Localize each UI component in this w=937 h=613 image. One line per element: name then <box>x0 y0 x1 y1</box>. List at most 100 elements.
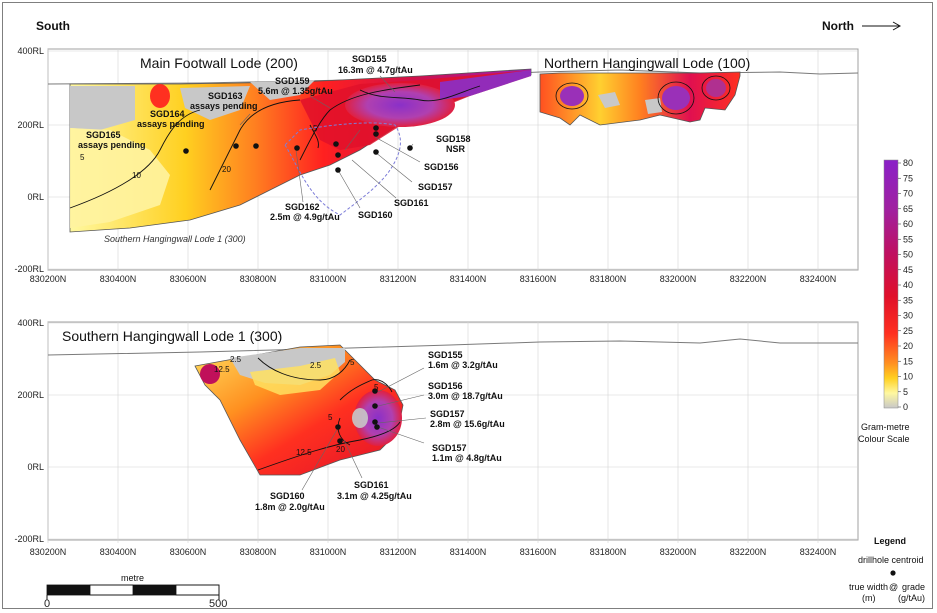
contour-value: 2.5 <box>310 361 322 370</box>
northing-label: 831600N <box>520 547 557 557</box>
contour-line <box>359 85 481 102</box>
scale-tick-label: 70 <box>903 189 913 199</box>
southern-hangingwall-outline <box>284 122 401 216</box>
contour-value: 20 <box>222 165 231 174</box>
northing-label: 831200N <box>380 274 417 284</box>
outline-label: Southern Hangingwall Lode 1 (300) <box>104 234 246 244</box>
scale-tick-label: 30 <box>903 311 913 321</box>
contour-value: 12.5 <box>214 365 230 374</box>
rl-label: 0RL <box>27 462 44 472</box>
contour-value: 5 <box>313 124 318 133</box>
legend-unit-m: (m) <box>862 593 876 603</box>
legend-centroid-dot <box>890 570 896 576</box>
hole-label: SGD156 <box>424 162 459 172</box>
high-grade-core <box>706 79 726 97</box>
scale-tick-label: 75 <box>903 173 913 183</box>
drillhole-centroid <box>372 388 378 394</box>
main-lode-title: Main Footwall Lode (200) <box>140 55 298 71</box>
northing-label: 830400N <box>100 274 137 284</box>
legend-true-width: true width <box>849 582 888 592</box>
hole-label: SGD157 <box>418 182 453 192</box>
contour-line <box>209 99 301 191</box>
drillhole-centroid <box>373 125 379 131</box>
scale-tick-label: 45 <box>903 265 913 275</box>
scale-tick-label: 55 <box>903 234 913 244</box>
top-panel: 830200N 830400N 830600N 830800N 831000N 83120… <box>14 46 859 284</box>
rl-label: -200RL <box>14 534 44 544</box>
low-grade-zone <box>250 80 315 100</box>
hole-intercept: assays pending <box>137 119 205 129</box>
hole-label: SGD155 <box>352 54 387 64</box>
northing-label: 830600N <box>170 274 207 284</box>
northern-hangingwall-lode <box>539 71 741 126</box>
northing-label: 830200N <box>30 274 67 284</box>
scale-tick-label: 80 <box>903 158 913 168</box>
low-grade-zone <box>70 86 135 130</box>
contour-ring <box>555 82 589 110</box>
scale-tick-label: 5 <box>903 387 908 397</box>
drillhole-centroid <box>183 148 189 154</box>
hole-intercept: 1.8m @ 2.0g/tAu <box>255 502 325 512</box>
hole-intercept: 1.6m @ 3.2g/tAu <box>428 360 498 370</box>
south-label: South <box>36 19 70 33</box>
contour-line <box>257 357 351 381</box>
contour-value: 5 <box>80 153 85 162</box>
drillhole-centroids <box>335 388 380 444</box>
drillhole-centroid <box>374 424 380 430</box>
northing-label: 830400N <box>100 547 137 557</box>
northing-label: 832000N <box>660 547 697 557</box>
hole-intercept: 16.3m @ 4.7g/tAu <box>338 65 413 75</box>
scale-tick-label: 50 <box>903 250 913 260</box>
rl-label: 400RL <box>17 46 44 56</box>
contour-line <box>69 109 201 209</box>
northing-label: 831600N <box>520 274 557 284</box>
scale-tick-label: 25 <box>903 326 913 336</box>
northing-label: 832000N <box>660 274 697 284</box>
scale-bar: metre 0 500 <box>44 573 227 610</box>
drillhole-centroid <box>335 167 341 173</box>
northing-label: 831200N <box>380 547 417 557</box>
drillhole-centroid <box>373 131 379 137</box>
hole-intercept: 1.1m @ 4.8g/tAu <box>432 453 502 463</box>
northing-label: 832400N <box>800 274 837 284</box>
scale-bar-max: 500 <box>209 598 227 610</box>
scale-caption: Colour Scale <box>858 434 910 444</box>
hole-label: SGD162 <box>285 202 320 212</box>
yellow-zone <box>70 128 170 228</box>
legend-title: Legend <box>874 536 906 546</box>
rl-label: 200RL <box>17 390 44 400</box>
northing-label: 832200N <box>730 274 767 284</box>
hole-label: SGD159 <box>275 76 310 86</box>
hole-label: SGD157 <box>432 443 467 453</box>
drillhole-centroid <box>333 141 339 147</box>
high-grade-core <box>354 390 402 446</box>
yellow-zone <box>250 358 340 395</box>
north-lode-title: Northern Hangingwall Lode (100) <box>544 55 750 71</box>
drillhole-centroid <box>407 145 413 151</box>
drillhole-centroid <box>373 149 379 155</box>
contour-value: 20 <box>336 445 345 454</box>
legend-centroid-label: drillhole centroid <box>858 555 924 565</box>
northing-label: 831000N <box>310 274 347 284</box>
hole-label: SGD158 <box>436 134 471 144</box>
high-grade-core <box>560 86 584 106</box>
rl-label: 200RL <box>17 120 44 130</box>
scale-tick-label: 40 <box>903 280 913 290</box>
drillhole-centroid <box>337 438 343 444</box>
northing-label: 831800N <box>590 547 627 557</box>
contour-value: 5 <box>350 358 355 367</box>
contour-ring <box>701 75 731 101</box>
hole-label: SGD164 <box>150 109 185 119</box>
hole-intercept: 2.8m @ 15.6g/tAu <box>430 419 505 429</box>
hole-label: SGD160 <box>358 210 393 220</box>
northing-label: 831000N <box>310 547 347 557</box>
contour-value: 2.5 <box>230 355 242 364</box>
hole-intercept: 3.0m @ 18.7g/tAu <box>428 391 503 401</box>
northing-label: 831400N <box>450 274 487 284</box>
drillhole-centroid <box>372 419 378 425</box>
legend-at: @ <box>889 582 898 592</box>
contour-line <box>299 84 421 161</box>
